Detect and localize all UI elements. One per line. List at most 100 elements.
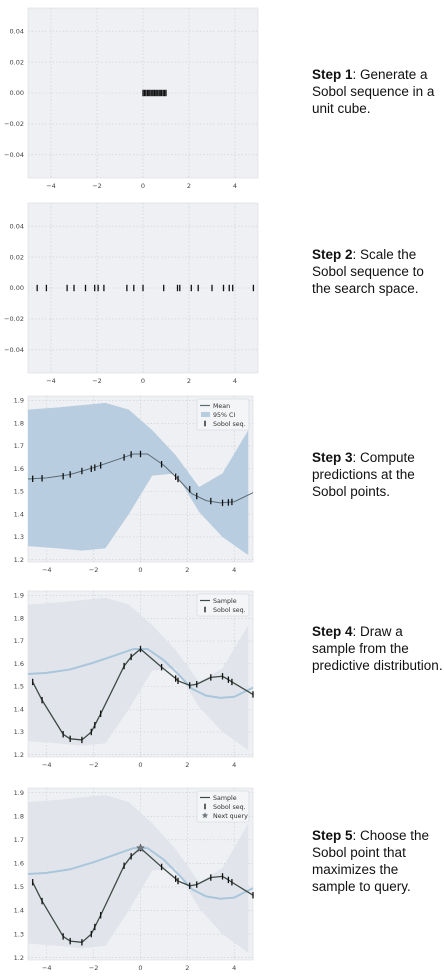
y-tick-label: 1.7 xyxy=(14,637,24,645)
y-tick-label: 0.02 xyxy=(10,253,24,261)
step-1-panel: −4 −2 0 2 4 −0.04 −0.02 0.00 0.02 0.04 Step 1: Ge… xyxy=(0,0,444,195)
step-5-panel: −4 −2 0 2 4 1.2 1.3 1.4 1.5 1.6 1.7 1.8 1.9 Sample Sob… xyxy=(0,780,444,977)
step-5-caption: Step 5: Choose the Sobol point that maxi… xyxy=(312,827,444,895)
x-tick-label: −2 xyxy=(89,964,99,972)
legend-label: 95% CI xyxy=(213,412,235,419)
step-4-caption: Step 4: Draw a sample from the predictiv… xyxy=(312,623,444,674)
y-tick-label: 1.6 xyxy=(14,465,24,473)
y-tick-label: −0.04 xyxy=(4,151,24,159)
legend-star-marker xyxy=(201,812,209,819)
step-3-caption: Step 3: Compute predictions at the Sobol… xyxy=(312,449,444,500)
step-4-chart: −4 −2 0 2 4 1.2 1.3 1.4 1.5 1.6 1.7 1.8 1.9 Sample Sob… xyxy=(14,590,254,769)
legend-box xyxy=(196,593,250,617)
step-3-chart: −4 −2 0 2 4 1.2 1.3 1.4 1.5 1.6 1.7 1.8 1.9 Mean 95% C… xyxy=(14,395,254,574)
y-tick-label: 0.02 xyxy=(10,58,24,66)
x-tick-label: 2 xyxy=(185,761,189,769)
y-tick-label: 1.5 xyxy=(14,683,24,691)
y-tick-label: 1.7 xyxy=(14,836,24,844)
step-2-text: : Scale the Sobol sequence to the search… xyxy=(312,247,424,296)
x-tick-label: −2 xyxy=(89,566,99,574)
legend-label: Next query xyxy=(213,813,248,820)
next-query-point xyxy=(135,843,146,852)
step-1-chart: −4 −2 0 2 4 −0.04 −0.02 0.00 0.02 0.04 xyxy=(4,7,259,190)
step-5-text: : Choose the Sobol point that maximizes … xyxy=(312,828,430,894)
x-tick-label: −2 xyxy=(89,761,99,769)
y-tick-label: −0.04 xyxy=(4,346,24,354)
y-tick-label: 1.9 xyxy=(14,592,24,600)
y-tick-label: 1.7 xyxy=(14,442,24,450)
mean-line xyxy=(27,453,254,504)
x-tick-label: −4 xyxy=(42,566,52,574)
x-tick-label: −2 xyxy=(92,377,102,385)
y-tick-label: 1.6 xyxy=(14,660,24,668)
y-tick-label: 1.2 xyxy=(14,954,24,962)
y-tick-label: 1.3 xyxy=(14,930,24,938)
y-tick-label: 1.8 xyxy=(14,812,24,820)
x-tick-label: −4 xyxy=(46,182,56,190)
y-tick-label: 1.3 xyxy=(14,728,24,736)
step-4-text: : Draw a sample from the predictive dist… xyxy=(312,624,443,673)
legend-box xyxy=(196,398,250,431)
step-2-chart: −4 −2 0 2 4 −0.04 −0.02 0.00 0.02 0.04 xyxy=(4,202,259,385)
step-4-panel: −4 −2 0 2 4 1.2 1.3 1.4 1.5 1.6 1.7 1.8 1.9 Sample Sob… xyxy=(0,585,444,780)
legend-box xyxy=(196,790,250,823)
legend-label: Sample xyxy=(213,795,237,802)
y-tick-label: −0.02 xyxy=(4,315,24,323)
legend-label: Sobol seq. xyxy=(213,607,246,614)
legend-label: Sobol seq. xyxy=(213,421,246,428)
step-3-panel: −4 −2 0 2 4 1.2 1.3 1.4 1.5 1.6 1.7 1.8 1.9 Mean 95% C… xyxy=(0,390,444,585)
legend-label: Mean xyxy=(213,403,230,410)
y-tick-label: 1.5 xyxy=(14,488,24,496)
legend-label: Sample xyxy=(213,598,237,605)
x-tick-label: 0 xyxy=(141,377,145,385)
mean-curve-faded xyxy=(27,647,254,699)
x-tick-label: 4 xyxy=(232,964,236,972)
step-3-label: Step 3 xyxy=(312,450,353,465)
step-4-label: Step 4 xyxy=(312,624,353,639)
y-tick-label: 1.5 xyxy=(14,883,24,891)
x-tick-label: 0 xyxy=(141,182,145,190)
y-tick-label: 1.9 xyxy=(14,397,24,405)
x-tick-label: 0 xyxy=(138,566,142,574)
confidence-band xyxy=(28,597,249,751)
x-tick-label: 2 xyxy=(185,964,189,972)
legend-band-marker xyxy=(201,412,210,417)
step-1-label: Step 1 xyxy=(312,67,353,82)
x-tick-label: −4 xyxy=(42,964,52,972)
mean-curve-faded xyxy=(27,847,254,900)
x-tick-label: 4 xyxy=(232,566,236,574)
y-tick-label: −0.02 xyxy=(4,120,24,128)
x-tick-label: −4 xyxy=(42,761,52,769)
x-tick-label: 2 xyxy=(185,566,189,574)
y-tick-label: 0.04 xyxy=(10,27,24,35)
y-tick-label: 0.00 xyxy=(10,284,24,292)
step-5-chart: −4 −2 0 2 4 1.2 1.3 1.4 1.5 1.6 1.7 1.8 1.9 Sample Sob… xyxy=(14,787,254,972)
x-tick-label: −4 xyxy=(46,377,56,385)
legend-label: Sobol seq. xyxy=(213,804,246,811)
step-3-text: : Compute predictions at the Sobol point… xyxy=(312,450,415,499)
x-tick-label: 2 xyxy=(187,377,191,385)
x-tick-label: 4 xyxy=(233,377,237,385)
y-tick-label: 1.2 xyxy=(14,751,24,759)
step-2-label: Step 2 xyxy=(312,247,353,262)
x-tick-label: 0 xyxy=(138,964,142,972)
x-tick-label: 2 xyxy=(187,182,191,190)
y-tick-label: 1.4 xyxy=(14,510,24,518)
y-tick-label: 1.2 xyxy=(14,556,24,564)
y-tick-label: 1.8 xyxy=(14,614,24,622)
y-tick-label: 1.9 xyxy=(14,789,24,797)
step-2-panel: −4 −2 0 2 4 −0.04 −0.02 0.00 0.02 0.04 Step 2: Sc… xyxy=(0,195,444,390)
y-tick-label: 1.3 xyxy=(14,533,24,541)
confidence-band xyxy=(28,795,249,953)
x-tick-label: −2 xyxy=(92,182,102,190)
step-1-caption: Step 1: Generate a Sobol sequence in a u… xyxy=(312,66,444,117)
y-tick-label: 0.00 xyxy=(10,89,24,97)
y-tick-label: 0.04 xyxy=(10,222,24,230)
y-tick-label: 1.4 xyxy=(14,907,24,915)
y-tick-label: 1.4 xyxy=(14,705,24,713)
y-tick-label: 1.8 xyxy=(14,419,24,427)
step-5-label: Step 5 xyxy=(312,828,353,843)
confidence-band xyxy=(28,402,249,556)
x-tick-label: 4 xyxy=(232,761,236,769)
x-tick-label: 4 xyxy=(233,182,237,190)
